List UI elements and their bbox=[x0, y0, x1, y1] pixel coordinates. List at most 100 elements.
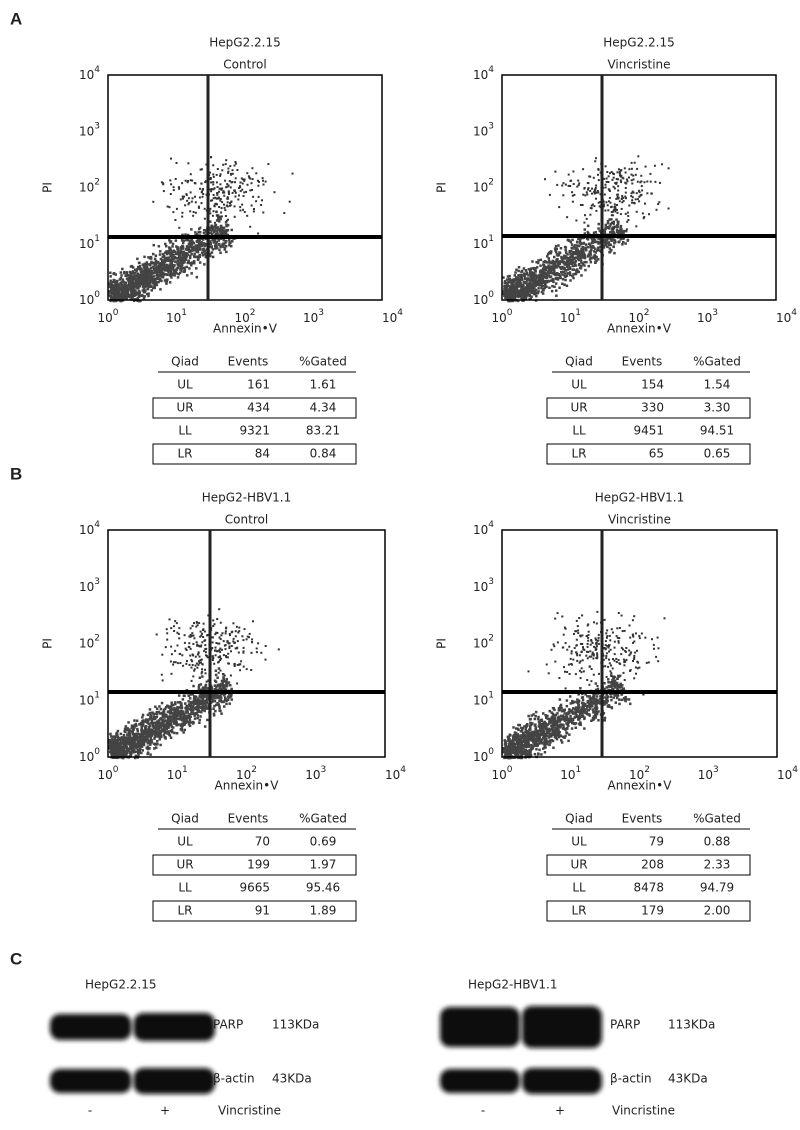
event-dot bbox=[226, 678, 229, 681]
event-dot bbox=[640, 180, 642, 182]
event-dot bbox=[262, 180, 264, 182]
event-dot bbox=[544, 178, 546, 180]
event-dot bbox=[203, 232, 206, 235]
event-dot bbox=[170, 276, 173, 279]
event-dot bbox=[173, 707, 176, 710]
event-dot bbox=[533, 285, 536, 288]
event-dot bbox=[149, 725, 152, 728]
table-cell: 1.61 bbox=[310, 378, 337, 392]
event-dot bbox=[143, 740, 146, 743]
event-dot bbox=[544, 283, 547, 286]
event-dot bbox=[637, 198, 639, 200]
event-dot bbox=[157, 271, 160, 274]
event-dot bbox=[224, 209, 226, 211]
event-dot bbox=[234, 190, 236, 192]
tick-exp: 4 bbox=[397, 308, 403, 318]
event-dot bbox=[178, 694, 181, 697]
event-dot bbox=[571, 727, 574, 730]
event-dot bbox=[577, 245, 580, 248]
event-dot bbox=[223, 640, 225, 642]
event-dot bbox=[585, 249, 588, 252]
event-dot bbox=[173, 272, 176, 275]
event-dot bbox=[185, 648, 187, 650]
event-dot bbox=[223, 654, 225, 656]
event-dot bbox=[206, 698, 209, 701]
event-dot bbox=[247, 184, 249, 186]
event-dot bbox=[616, 231, 619, 234]
event-dot bbox=[644, 203, 646, 205]
event-dot bbox=[160, 258, 163, 261]
event-dot bbox=[199, 677, 202, 680]
event-dot bbox=[167, 206, 169, 208]
event-dot bbox=[193, 211, 195, 213]
event-dot bbox=[136, 743, 139, 746]
event-dot bbox=[621, 195, 623, 197]
event-dot bbox=[241, 178, 243, 180]
event-dot bbox=[596, 241, 599, 244]
event-dot bbox=[116, 734, 119, 737]
event-dot bbox=[161, 702, 164, 705]
event-dot bbox=[186, 274, 189, 277]
event-dot bbox=[178, 627, 180, 629]
event-dot bbox=[506, 292, 509, 295]
event-dot bbox=[640, 175, 642, 177]
event-dot bbox=[177, 276, 180, 279]
event-dot bbox=[169, 281, 172, 284]
event-dot bbox=[156, 735, 159, 738]
event-dot bbox=[246, 215, 248, 217]
event-dot bbox=[228, 239, 231, 242]
event-dot bbox=[233, 638, 235, 640]
event-dot bbox=[216, 211, 218, 213]
event-dot bbox=[146, 272, 149, 275]
event-dot bbox=[170, 737, 173, 740]
event-dot bbox=[186, 200, 188, 202]
event-dot bbox=[548, 287, 551, 290]
event-dot bbox=[236, 683, 238, 685]
event-dot bbox=[160, 280, 163, 283]
table-cell: 154 bbox=[641, 378, 664, 392]
event-dot bbox=[587, 182, 589, 184]
tick-label: 103 bbox=[305, 765, 326, 782]
event-dot bbox=[235, 177, 237, 179]
event-dot bbox=[153, 718, 156, 721]
event-dot bbox=[120, 274, 123, 277]
event-dot bbox=[583, 188, 585, 190]
event-dot bbox=[178, 256, 181, 259]
event-dot bbox=[215, 647, 217, 649]
event-dot bbox=[535, 711, 538, 714]
tick-exp: 2 bbox=[644, 308, 650, 318]
event-dot bbox=[218, 672, 220, 674]
event-dot bbox=[206, 681, 208, 683]
event-dot bbox=[242, 639, 244, 641]
event-dot bbox=[229, 684, 232, 687]
event-dot bbox=[523, 267, 526, 270]
plot-subtitle: Control bbox=[225, 513, 268, 527]
table-cell: 83.21 bbox=[306, 424, 340, 438]
event-dot bbox=[193, 253, 196, 256]
event-dot bbox=[109, 733, 112, 736]
event-dot bbox=[173, 189, 175, 191]
event-dot bbox=[613, 228, 615, 230]
event-dot bbox=[182, 247, 185, 250]
event-dot bbox=[120, 733, 123, 736]
event-dot bbox=[571, 239, 574, 242]
event-dot bbox=[178, 273, 181, 276]
event-dot bbox=[218, 191, 220, 193]
event-dot bbox=[542, 289, 545, 292]
tick-exp: 1 bbox=[182, 765, 188, 775]
event-dot bbox=[589, 190, 591, 192]
event-dot bbox=[109, 747, 112, 750]
event-dot bbox=[514, 274, 517, 277]
event-dot bbox=[249, 633, 251, 635]
event-dot bbox=[172, 258, 175, 261]
event-dot bbox=[535, 748, 538, 751]
event-dot bbox=[218, 707, 221, 710]
event-dot bbox=[123, 734, 126, 737]
event-dot bbox=[182, 242, 185, 245]
event-dot bbox=[144, 263, 147, 266]
event-dot bbox=[642, 212, 644, 214]
event-dot bbox=[159, 253, 162, 256]
event-dot bbox=[220, 638, 222, 640]
event-dot bbox=[199, 636, 201, 638]
event-dot bbox=[561, 283, 564, 286]
